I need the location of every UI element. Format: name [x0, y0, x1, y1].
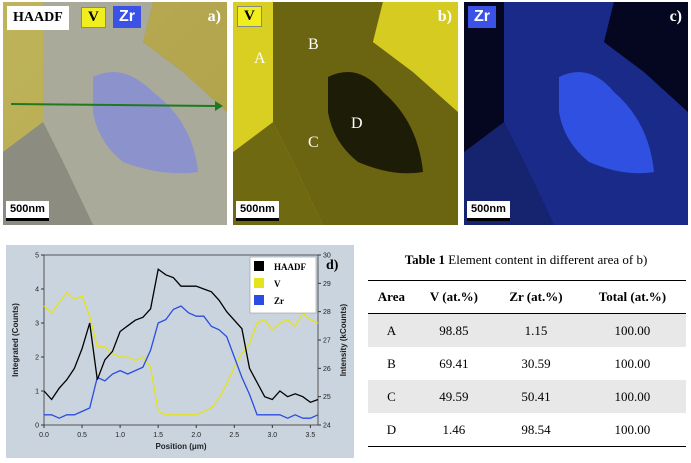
panel-letter-a: a)	[207, 8, 221, 25]
table-cell: 69.41	[439, 355, 469, 371]
area-label-a: A	[254, 50, 266, 67]
haadf-tag: HAADF	[7, 6, 69, 30]
v-tag: V	[81, 7, 106, 28]
panel-c-image	[464, 2, 688, 225]
table-cell: 98.54	[493, 413, 579, 447]
v-tag-b: V	[237, 6, 262, 27]
x-axis-label: Position (μm)	[155, 442, 206, 451]
series-line-zr	[44, 305, 319, 419]
x-tick-label: 3.0	[267, 432, 277, 439]
panel-b-vanadium-map: V b) A B C D 500nm	[233, 2, 458, 225]
header-area: Area	[368, 280, 415, 314]
table-row: B 69.41 30.59 100.00	[368, 347, 686, 380]
panel-a-image	[3, 2, 227, 225]
y-right-tick-label: 25	[323, 394, 331, 401]
panel-a-haadf-overlay: HAADF V Zr a) 500nm	[3, 2, 227, 225]
zr-tag-c: Zr	[468, 6, 496, 28]
y-right-tick-label: 26	[323, 366, 331, 373]
y-left-tick-label: 5	[35, 253, 39, 260]
scalebar-b: 500nm	[236, 201, 279, 221]
element-content-table: Area V (at.%) Zr (at.%) Total (at.%) A 9…	[368, 280, 686, 447]
header-v: V (at.%)	[414, 280, 494, 314]
scalebar-a: 500nm	[6, 201, 49, 221]
panel-letter-b: b)	[437, 8, 452, 25]
legend-label-v: V	[274, 279, 281, 289]
table-cell: 49.59	[414, 380, 494, 413]
legend-swatch-v	[254, 278, 264, 288]
y-left-tick-label: 1	[35, 389, 39, 396]
table-cell: 98.85	[414, 313, 494, 347]
scalebar-c: 500nm	[467, 201, 510, 221]
table-1: Table 1 Element content in different are…	[364, 250, 688, 447]
table-caption-label: Table 1	[404, 252, 446, 267]
x-tick-label: 2.5	[229, 432, 239, 439]
table-cell: B	[387, 355, 396, 371]
chart-svg: 0.0 0.5 1.0 1.5 2.0 2.5 3.0 3.5 0 1 2 3 4 5 24 25 26 27 28…	[11, 253, 348, 452]
table-caption: Table 1 Element content in different are…	[364, 252, 688, 268]
panel-b-image	[233, 2, 458, 225]
table-cell: 1.15	[493, 313, 579, 347]
line-profile-chart: 0.0 0.5 1.0 1.5 2.0 2.5 3.0 3.5 0 1 2 3 4 5 24 25 26 27 28…	[6, 245, 354, 458]
panel-letter-c: c)	[669, 8, 682, 25]
y-right-axis-label: Intensity (kCounts)	[339, 303, 348, 376]
table-cell: D	[368, 413, 415, 447]
y-left-tick-label: 4	[35, 287, 39, 294]
y-left-axis-label: Integrated (Counts)	[11, 303, 20, 377]
y-right-tick-label: 27	[323, 338, 331, 345]
table-caption-text: Element content in different area of b)	[445, 252, 648, 267]
table-cell: 100.00	[614, 355, 651, 371]
table-cell: 1.46	[414, 413, 494, 447]
area-label-d: D	[351, 115, 363, 132]
y-left-tick-label: 2	[35, 355, 39, 362]
x-tick-label: 1.5	[153, 432, 163, 439]
x-tick-label: 0.5	[77, 432, 87, 439]
panel-letter-d: d)	[326, 258, 339, 273]
header-total: Total (at.%)	[578, 280, 686, 314]
legend-swatch-haadf	[254, 261, 264, 271]
x-tick-label: 3.5	[306, 432, 316, 439]
table-cell: 100.00	[578, 313, 686, 347]
y-left-tick-label: 0	[35, 423, 39, 430]
table-row: A 98.85 1.15 100.00	[368, 313, 686, 347]
table-cell: A	[368, 313, 415, 347]
area-label-c: C	[308, 134, 319, 151]
x-tick-label: 1.0	[115, 432, 125, 439]
table-cell: 30.59	[521, 355, 551, 371]
table-cell: 50.41	[493, 380, 579, 413]
x-tick-label: 2.0	[191, 432, 201, 439]
table-cell: C	[368, 380, 415, 413]
table-row: C 49.59 50.41 100.00	[368, 380, 686, 413]
table-cell: 100.00	[578, 380, 686, 413]
header-zr: Zr (at.%)	[493, 280, 579, 314]
zr-tag: Zr	[113, 6, 141, 28]
y-right-tick-label: 24	[323, 423, 331, 430]
series-line-haadf	[43, 268, 319, 404]
x-tick-label: 0.0	[39, 432, 49, 439]
y-right-tick-label: 30	[323, 253, 331, 260]
legend-label-haadf: HAADF	[274, 262, 306, 272]
table-cell: 100.00	[578, 413, 686, 447]
panel-c-zirconium-map: Zr c) 500nm	[464, 2, 688, 225]
legend-swatch-zr	[254, 295, 264, 305]
y-left-tick-label: 3	[35, 321, 39, 328]
line-profile-arrow	[10, 103, 216, 107]
y-right-tick-label: 29	[323, 281, 331, 288]
y-right-tick-label: 28	[323, 309, 331, 316]
legend-label-zr: Zr	[274, 296, 284, 306]
table-row: D 1.46 98.54 100.00	[368, 413, 686, 447]
series-line-v	[43, 291, 319, 416]
area-label-b: B	[308, 36, 319, 53]
